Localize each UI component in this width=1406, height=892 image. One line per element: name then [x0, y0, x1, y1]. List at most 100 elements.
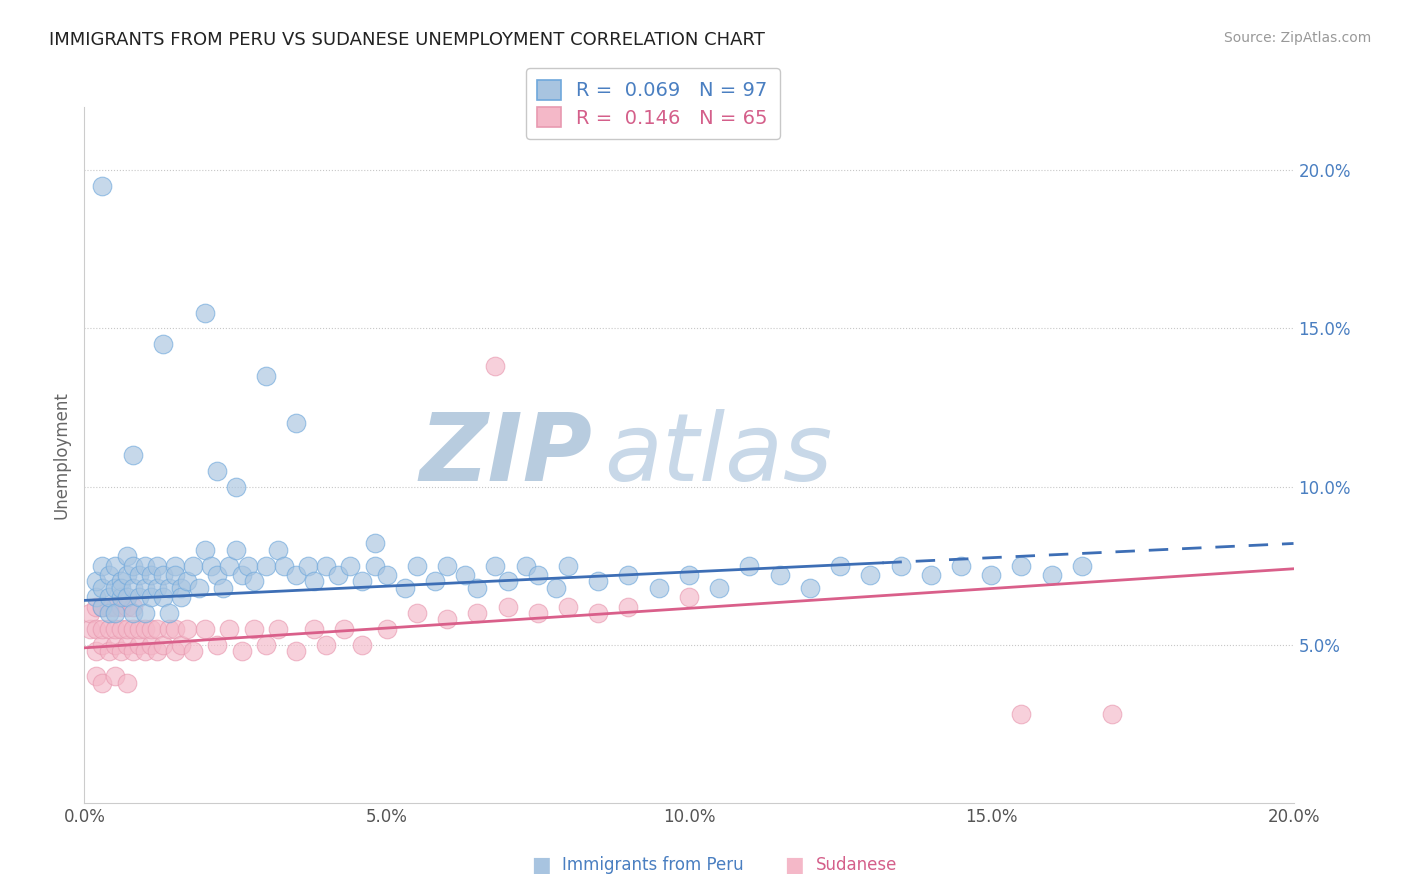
Point: [115, 675, 138, 690]
Point: [557, 599, 579, 614]
Point: [134, 622, 156, 636]
Point: [273, 558, 295, 573]
Point: [254, 638, 277, 652]
Point: [1040, 568, 1063, 582]
Point: [207, 568, 229, 582]
Point: [515, 558, 537, 573]
Point: [115, 622, 138, 636]
Point: [110, 574, 132, 589]
Point: [157, 622, 180, 636]
Point: [769, 568, 792, 582]
Point: [110, 581, 132, 595]
Point: [115, 591, 138, 605]
Point: [152, 568, 174, 582]
Point: [97, 568, 120, 582]
Text: Sudanese: Sudanese: [815, 856, 897, 874]
Point: [104, 606, 127, 620]
Point: [97, 622, 120, 636]
Point: [436, 612, 458, 626]
Point: [920, 568, 942, 582]
Point: [91, 558, 114, 573]
Point: [236, 558, 259, 573]
Point: [284, 417, 308, 431]
Point: [207, 638, 229, 652]
Point: [1010, 558, 1032, 573]
Point: [134, 644, 156, 658]
Point: [128, 568, 150, 582]
Point: [302, 622, 325, 636]
Point: [890, 558, 912, 573]
Point: [588, 574, 610, 589]
Text: ZIP: ZIP: [419, 409, 592, 501]
Point: [139, 622, 162, 636]
Y-axis label: Unemployment: Unemployment: [52, 391, 70, 519]
Point: [496, 599, 519, 614]
Point: [188, 581, 211, 595]
Point: [254, 368, 277, 383]
Point: [115, 568, 138, 582]
Point: [1010, 707, 1032, 722]
Point: [436, 558, 458, 573]
Point: [588, 606, 610, 620]
Point: [339, 558, 361, 573]
Point: [91, 581, 114, 595]
Point: [86, 622, 108, 636]
Point: [91, 179, 114, 194]
Point: [242, 622, 264, 636]
Point: [950, 558, 973, 573]
Point: [86, 599, 108, 614]
Point: [284, 644, 308, 658]
Point: [526, 606, 548, 620]
Point: [218, 622, 240, 636]
Point: [1101, 707, 1123, 722]
Point: [97, 599, 120, 614]
Point: [678, 568, 700, 582]
Point: [181, 644, 204, 658]
Point: [121, 644, 143, 658]
Point: [170, 591, 193, 605]
Point: [423, 574, 446, 589]
Point: [231, 568, 253, 582]
Point: [467, 581, 489, 595]
Point: [152, 337, 174, 351]
Point: [333, 622, 356, 636]
Point: [121, 606, 143, 620]
Point: [225, 479, 247, 493]
Point: [104, 669, 127, 683]
Point: [110, 644, 132, 658]
Point: [139, 568, 162, 582]
Point: [134, 581, 156, 595]
Text: IMMIGRANTS FROM PERU VS SUDANESE UNEMPLOYMENT CORRELATION CHART: IMMIGRANTS FROM PERU VS SUDANESE UNEMPLO…: [49, 31, 765, 49]
Point: [91, 599, 114, 614]
Point: [139, 638, 162, 652]
Point: [352, 574, 374, 589]
Point: [218, 558, 240, 573]
Point: [134, 606, 156, 620]
Text: ■: ■: [785, 855, 804, 875]
Point: [104, 622, 127, 636]
Point: [86, 669, 108, 683]
Point: [200, 558, 222, 573]
Point: [363, 558, 385, 573]
Point: [859, 568, 882, 582]
Point: [375, 568, 398, 582]
Point: [128, 591, 150, 605]
Point: [128, 638, 150, 652]
Point: [231, 644, 253, 658]
Point: [484, 359, 506, 374]
Point: [163, 622, 186, 636]
Point: [617, 568, 640, 582]
Point: [110, 622, 132, 636]
Point: [406, 558, 429, 573]
Point: [830, 558, 852, 573]
Point: [170, 581, 193, 595]
Point: [267, 542, 290, 557]
Legend: R =  0.069   N = 97, R =  0.146   N = 65: R = 0.069 N = 97, R = 0.146 N = 65: [526, 68, 779, 139]
Point: [91, 599, 114, 614]
Point: [254, 558, 277, 573]
Text: Immigrants from Peru: Immigrants from Peru: [562, 856, 744, 874]
Point: [176, 622, 198, 636]
Point: [194, 622, 217, 636]
Point: [207, 464, 229, 478]
Point: [315, 558, 337, 573]
